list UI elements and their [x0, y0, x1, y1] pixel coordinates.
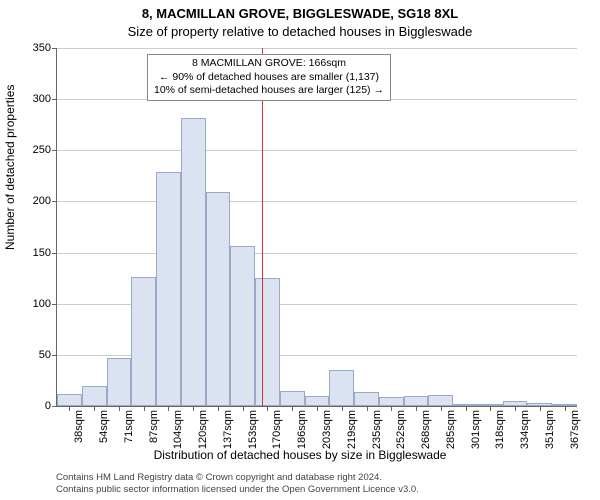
xtick-mark [367, 406, 368, 411]
xtick-label: 351sqm [544, 410, 556, 449]
histogram-bar [131, 277, 156, 406]
chart-title-sub: Size of property relative to detached ho… [0, 24, 600, 39]
plot-area: 8 MACMILLAN GROVE: 166sqm ← 90% of detac… [56, 48, 577, 407]
histogram-bar [552, 404, 577, 406]
reference-line [262, 48, 263, 406]
xtick-mark [168, 406, 169, 411]
ytick-label: 200 [33, 195, 57, 207]
annotation-line-2: ← 90% of detached houses are smaller (1,… [154, 71, 384, 85]
xtick-mark [540, 406, 541, 411]
xtick-label: 87sqm [148, 410, 160, 443]
histogram-bar [230, 246, 255, 406]
xtick-label: 252sqm [395, 410, 407, 449]
ytick-label: 100 [33, 298, 57, 310]
xtick-mark [342, 406, 343, 411]
xtick-label: 334sqm [519, 410, 531, 449]
histogram-bar [379, 397, 404, 406]
xtick-label: 301sqm [470, 410, 482, 449]
xtick-mark [193, 406, 194, 411]
xtick-mark [292, 406, 293, 411]
xtick-mark [267, 406, 268, 411]
gridline [57, 201, 577, 202]
xtick-label: 137sqm [222, 410, 234, 449]
annotation-line-1: 8 MACMILLAN GROVE: 166sqm [154, 57, 384, 71]
xtick-mark [515, 406, 516, 411]
histogram-bar [453, 404, 478, 406]
xtick-label: 153sqm [247, 410, 259, 449]
x-axis-label: Distribution of detached houses by size … [0, 448, 600, 462]
histogram-bar [428, 395, 453, 406]
xtick-label: 104sqm [172, 410, 184, 449]
xtick-label: 235sqm [371, 410, 383, 449]
xtick-mark [119, 406, 120, 411]
histogram-bar [206, 192, 231, 406]
xtick-mark [94, 406, 95, 411]
xtick-label: 203sqm [321, 410, 333, 449]
xtick-label: 54sqm [98, 410, 110, 443]
xtick-label: 38sqm [73, 410, 85, 443]
xtick-label: 285sqm [445, 410, 457, 449]
histogram-bar [280, 391, 305, 406]
histogram-bar [57, 394, 82, 406]
ytick-label: 250 [33, 144, 57, 156]
histogram-bar [156, 172, 181, 406]
license-line-2: Contains public sector information licen… [56, 484, 580, 496]
histogram-bar [181, 118, 206, 406]
license-line-1: Contains HM Land Registry data © Crown c… [56, 472, 580, 484]
license-text: Contains HM Land Registry data © Crown c… [56, 472, 580, 496]
histogram-bar [478, 404, 503, 406]
xtick-mark [416, 406, 417, 411]
xtick-label: 367sqm [569, 410, 581, 449]
histogram-bar [255, 278, 280, 406]
xtick-label: 120sqm [197, 410, 209, 449]
y-axis-label: Number of detached properties [3, 85, 17, 250]
xtick-mark [441, 406, 442, 411]
xtick-label: 318sqm [494, 410, 506, 449]
ytick-label: 50 [39, 349, 57, 361]
chart-title-main: 8, MACMILLAN GROVE, BIGGLESWADE, SG18 8X… [0, 6, 600, 21]
histogram-bar [354, 392, 379, 406]
histogram-bar [82, 386, 107, 406]
ytick-label: 0 [45, 400, 57, 412]
histogram-bar [404, 396, 429, 406]
histogram-bar [107, 358, 132, 406]
xtick-label: 71sqm [123, 410, 135, 443]
annotation-box: 8 MACMILLAN GROVE: 166sqm ← 90% of detac… [147, 54, 391, 101]
xtick-mark [490, 406, 491, 411]
xtick-mark [144, 406, 145, 411]
xtick-label: 186sqm [296, 410, 308, 449]
xtick-mark [243, 406, 244, 411]
xtick-mark [69, 406, 70, 411]
histogram-bar [305, 396, 330, 406]
xtick-label: 219sqm [346, 410, 358, 449]
gridline [57, 48, 577, 49]
histogram-bar [527, 403, 552, 406]
gridline [57, 150, 577, 151]
ytick-label: 350 [33, 42, 57, 54]
histogram-bar [503, 401, 528, 406]
ytick-label: 300 [33, 93, 57, 105]
xtick-mark [317, 406, 318, 411]
ytick-label: 150 [33, 247, 57, 259]
xtick-mark [391, 406, 392, 411]
xtick-mark [466, 406, 467, 411]
xtick-mark [565, 406, 566, 411]
xtick-mark [218, 406, 219, 411]
xtick-label: 170sqm [271, 410, 283, 449]
gridline [57, 253, 577, 254]
histogram-bar [329, 370, 354, 406]
xtick-label: 268sqm [420, 410, 432, 449]
annotation-line-3: 10% of semi-detached houses are larger (… [154, 84, 384, 98]
chart-container: 8, MACMILLAN GROVE, BIGGLESWADE, SG18 8X… [0, 0, 600, 500]
